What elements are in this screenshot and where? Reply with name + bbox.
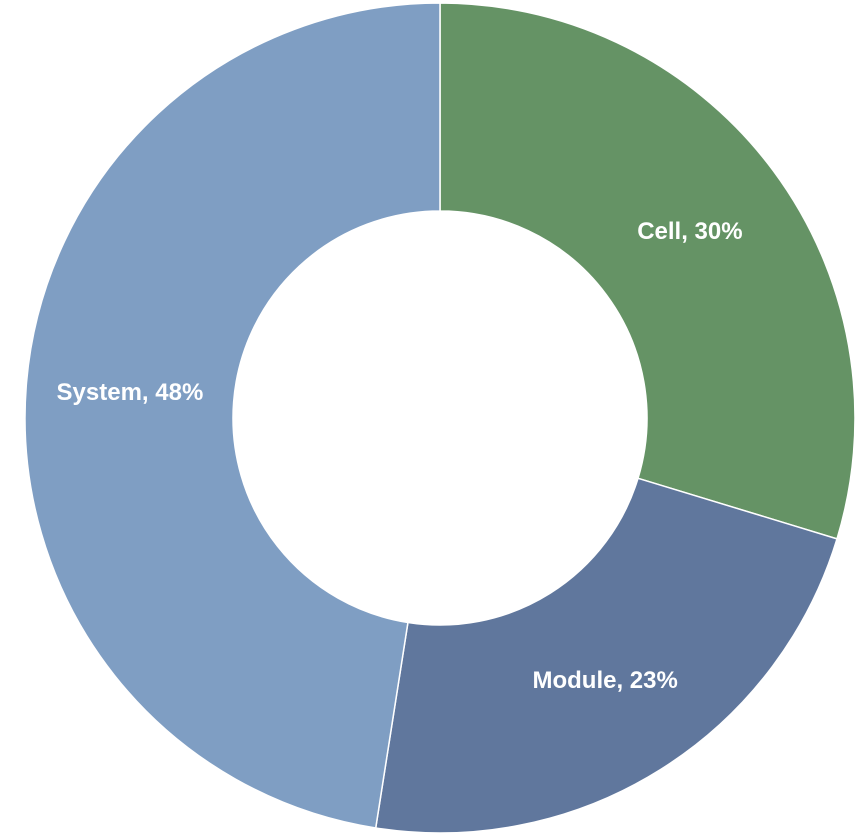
data-label: System, 48% (57, 379, 204, 406)
data-label: Module, 23% (532, 667, 677, 694)
donut-slice (439, 2, 856, 540)
donut-slice (374, 477, 838, 833)
data-label: Cell, 30% (637, 218, 742, 245)
donut-slice (24, 2, 441, 829)
